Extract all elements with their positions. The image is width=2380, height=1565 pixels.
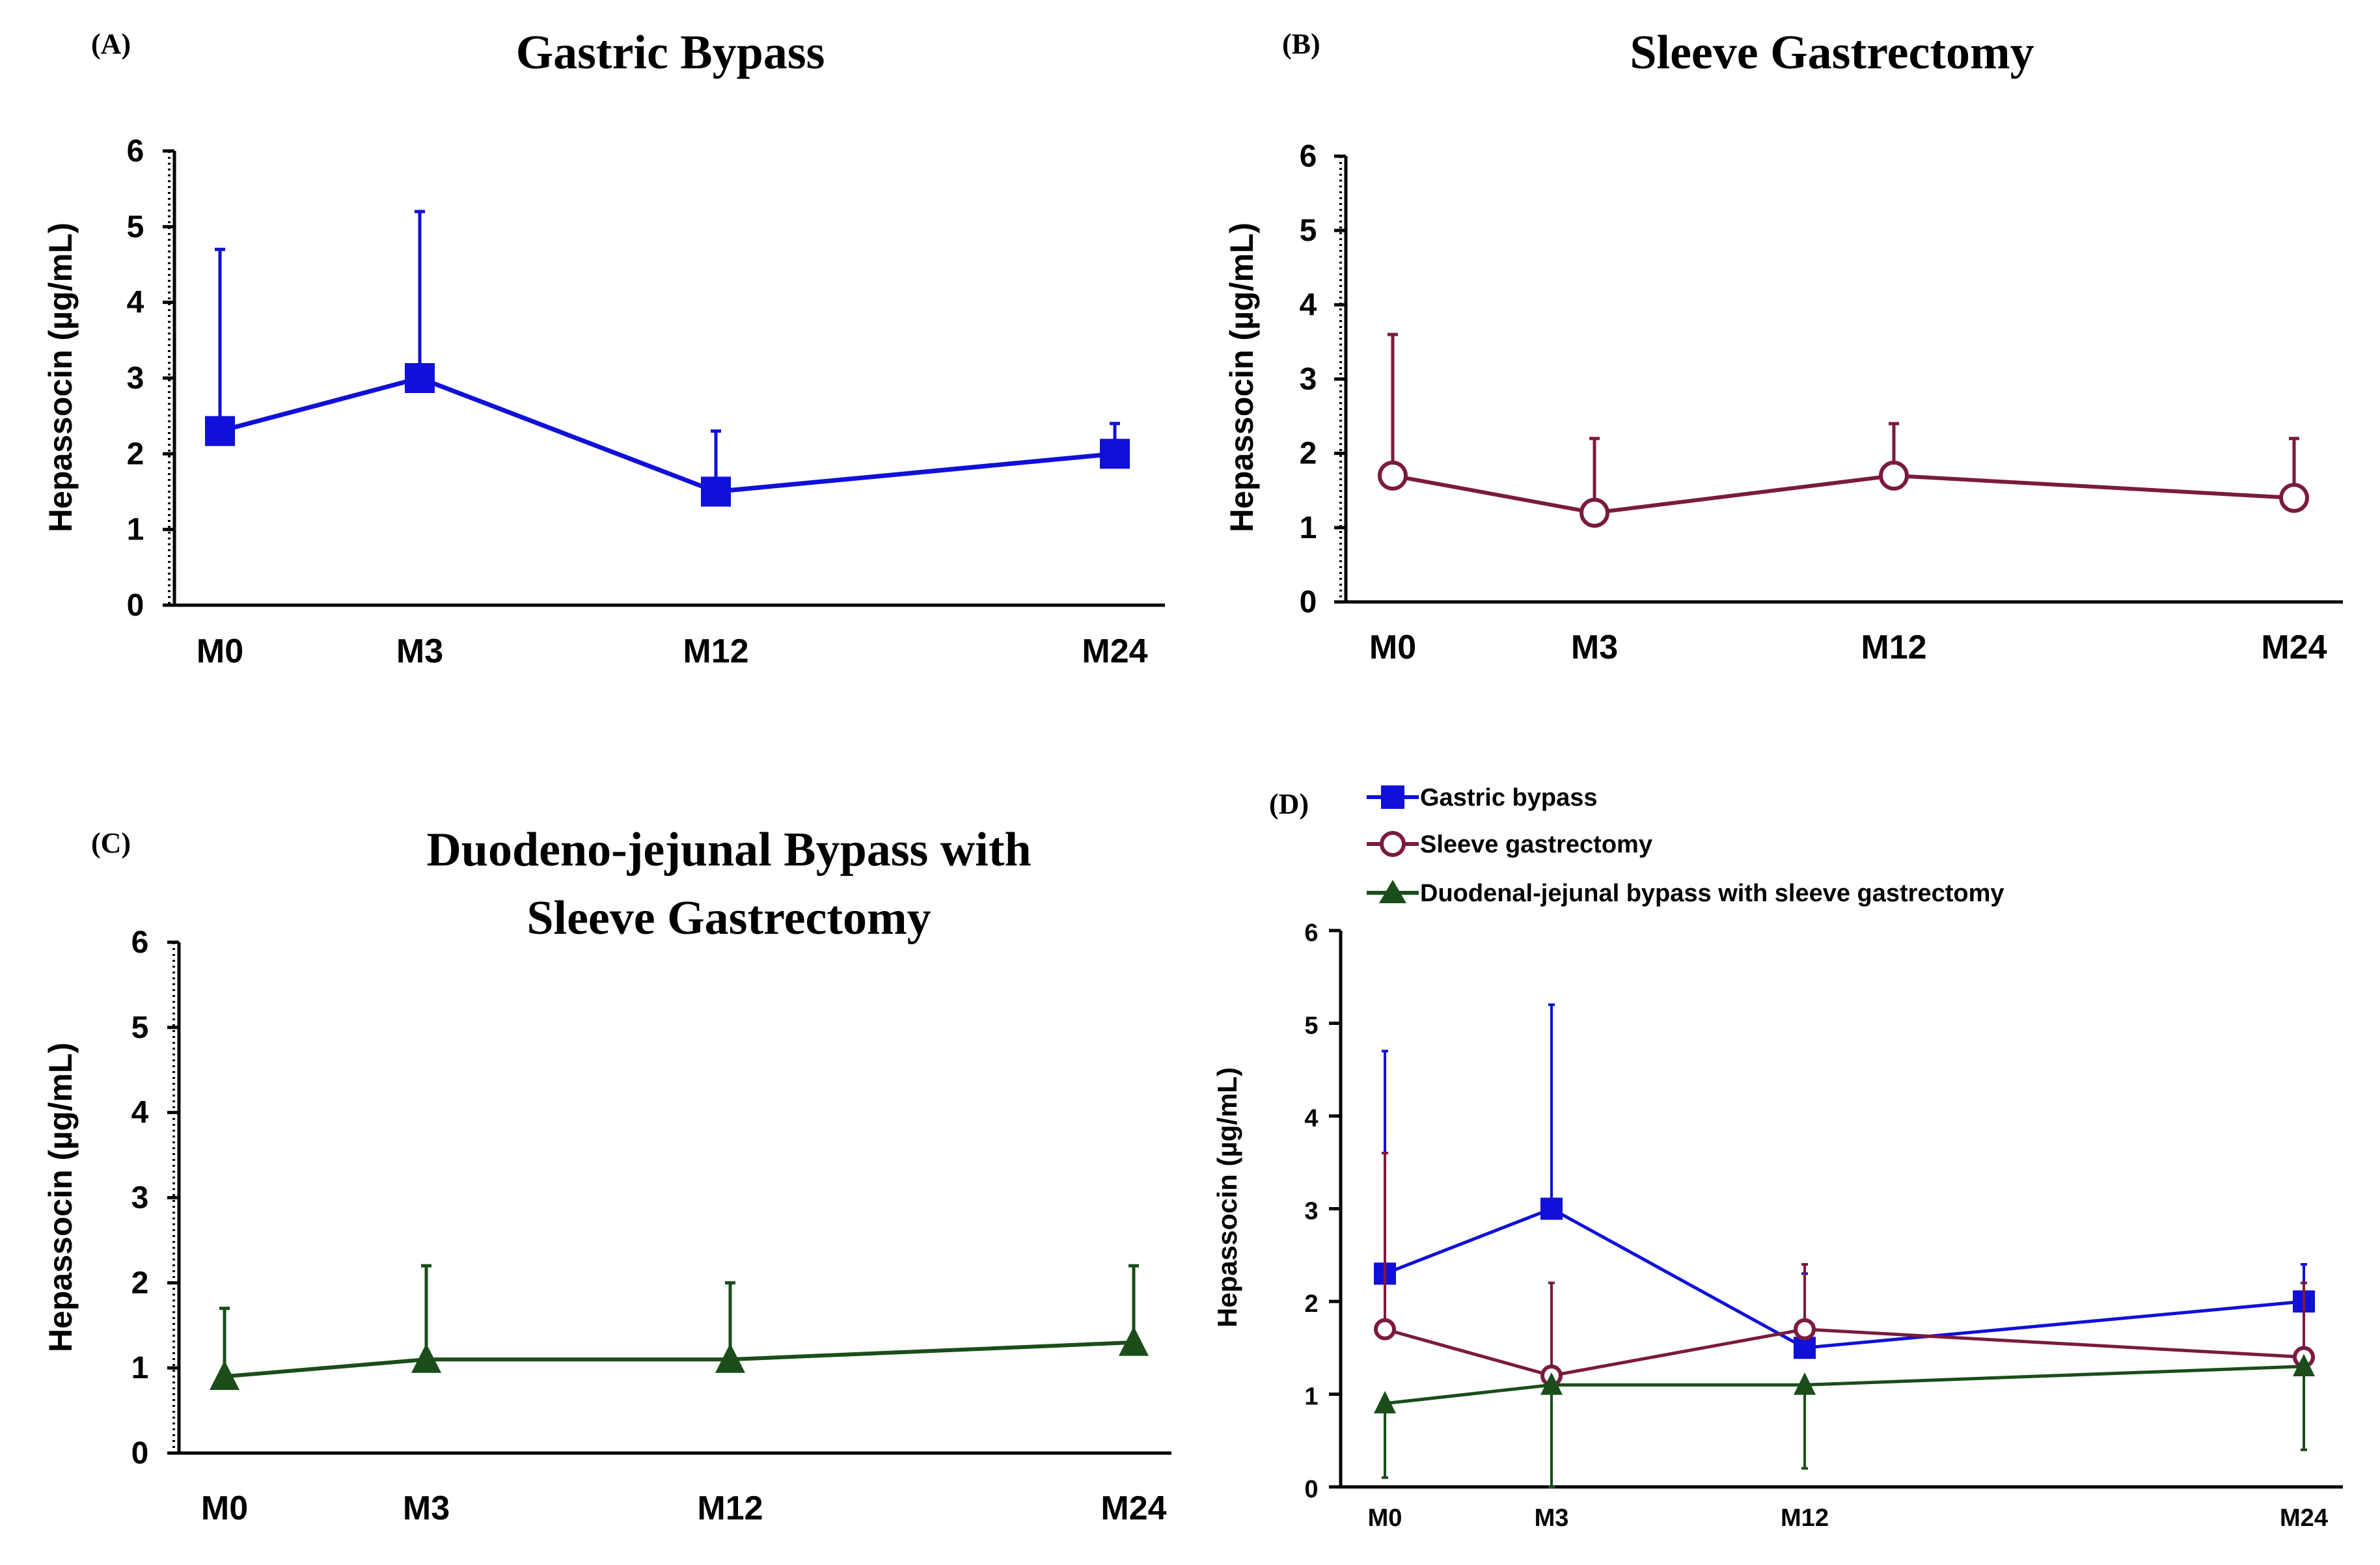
panel-b: (B) Sleeve Gastrectomy Hepassocin (µg/mL…	[1224, 26, 2343, 666]
legend-label-djb-sleeve: Duodenal-jejunal bypass with sleeve gast…	[1420, 880, 2004, 907]
series-line	[1384, 1206, 2305, 1350]
series-line	[219, 375, 1115, 495]
data-point	[1374, 1391, 1396, 1414]
data-point	[1879, 460, 1909, 491]
panel-c-title-line1: Duodeno-jejunal Bypass with	[426, 823, 1031, 877]
x-tick-label: M24	[2280, 1504, 2328, 1532]
y-tick-label: 4	[127, 286, 144, 320]
y-tick-label: 1	[127, 513, 144, 547]
panel-c-ylabel: Hepassocin (µg/mL)	[42, 1042, 79, 1352]
y-tick-label: 5	[127, 210, 144, 244]
y-tick-label: 6	[127, 134, 144, 169]
y-tick-label: 3	[127, 361, 144, 396]
panel-a: (A) Gastric Bypass Hepassocin (µg/mL) 0 1…	[42, 26, 1165, 670]
legend-label-sleeve-gastrectomy: Sleeve gastrectomy	[1420, 831, 1652, 858]
y-tick-label: 0	[131, 1436, 149, 1471]
panel-c-title-line2: Sleeve Gastrectomy	[527, 891, 931, 945]
y-tick-label: 0	[1304, 1476, 1318, 1503]
y-tick-label: 5	[1300, 213, 1317, 248]
y-tick-label: 1	[131, 1351, 149, 1385]
x-tick-label: M12	[683, 633, 748, 670]
y-tick-label: 1	[1304, 1383, 1318, 1411]
panel-b-letter: (B)	[1282, 28, 1320, 60]
data-point	[701, 476, 731, 507]
y-tick-label: 5	[131, 1011, 149, 1045]
y-tick-label: 4	[1300, 288, 1317, 322]
series-line	[224, 1340, 1134, 1379]
y-tick-label: 3	[1300, 362, 1317, 397]
x-tick-label: M3	[396, 633, 443, 670]
panel-d-legend: Gastric bypass Sleeve gastrectomy Duoden…	[1367, 784, 2004, 907]
data-point	[2293, 1354, 2315, 1377]
panel-b-ylabel: Hepassocin (µg/mL)	[1224, 223, 1260, 532]
data-point	[1794, 1372, 1816, 1395]
panel-d-letter: (D)	[1269, 788, 1309, 820]
x-tick-label: M24	[2261, 629, 2327, 666]
panel-d-ylabel: Hepassocin (µg/mL)	[1212, 1067, 1242, 1327]
data-point	[1119, 1326, 1149, 1356]
legend-circle-marker	[1380, 831, 1406, 857]
x-tick-label: M12	[1781, 1504, 1829, 1532]
data-point	[1374, 1318, 1396, 1340]
series-line	[1392, 473, 2295, 515]
legend-label-gastric-bypass: Gastric bypass	[1420, 784, 1597, 811]
panel-a-ylabel: Hepassocin (µg/mL)	[42, 223, 79, 532]
y-tick-label: 2	[127, 437, 144, 471]
y-tick-label: 3	[1304, 1198, 1318, 1225]
y-tick-label: 4	[131, 1096, 149, 1130]
data-point	[715, 1343, 745, 1373]
data-point	[1794, 1318, 1816, 1340]
x-tick-label: M0	[1369, 629, 1416, 666]
y-tick-label: 3	[131, 1181, 149, 1216]
panel-c-plot: 0 1 2 3 4 5 6 M0 M3 M12 M24	[131, 925, 1171, 1527]
data-point	[411, 1343, 441, 1373]
data-point	[1100, 439, 1130, 469]
data-point	[1378, 460, 1408, 491]
panel-b-plot: 0 1 2 3 4 5 6 M0 M3 M12 M24	[1300, 139, 2343, 666]
data-point	[1540, 1197, 1563, 1220]
x-tick-label: M0	[1368, 1504, 1402, 1532]
y-tick-label: 6	[131, 925, 149, 960]
panel-a-letter: (A)	[91, 28, 131, 60]
data-point	[1794, 1337, 1816, 1359]
x-tick-label: M3	[1535, 1504, 1569, 1532]
data-point	[1580, 498, 1609, 528]
x-tick-label: M24	[1101, 1490, 1166, 1527]
x-tick-label: M3	[1571, 629, 1618, 666]
panel-c: (C) Duodeno-jejunal Bypass with Sleeve G…	[42, 823, 1171, 1527]
data-point	[1540, 1372, 1563, 1395]
data-point	[210, 1360, 239, 1390]
panel-b-title: Sleeve Gastrectomy	[1630, 26, 2034, 79]
y-tick-label: 2	[131, 1266, 149, 1300]
legend-triangle-marker	[1379, 880, 1406, 903]
y-tick-label: 2	[1300, 437, 1317, 471]
legend-square-marker	[1381, 785, 1404, 809]
series-line	[1384, 1327, 2305, 1378]
x-tick-label: M24	[1082, 633, 1147, 670]
y-tick-label: 0	[1300, 585, 1317, 619]
y-tick-label: 6	[1304, 919, 1318, 947]
panel-a-plot: 0 1 2 3 4 5 6 M0 M3 M12 M24	[127, 134, 1165, 670]
data-point	[2279, 483, 2309, 513]
panel-a-title: Gastric Bypass	[516, 26, 825, 79]
x-tick-label: M3	[403, 1490, 450, 1527]
x-tick-label: M12	[1861, 629, 1926, 666]
x-tick-label: M0	[201, 1490, 248, 1527]
x-tick-label: M0	[197, 633, 243, 670]
y-tick-label: 6	[1300, 139, 1317, 174]
panel-c-letter: (C)	[91, 827, 131, 859]
y-tick-label: 5	[1304, 1013, 1318, 1040]
y-tick-label: 0	[127, 588, 144, 623]
data-point	[405, 363, 435, 393]
panel-d-plot: 0 1 2 3 4 5 6 M0 M3 M12 M24	[1304, 919, 2343, 1532]
y-tick-label: 1	[1300, 511, 1317, 545]
x-tick-label: M12	[697, 1490, 763, 1527]
data-point	[205, 416, 235, 446]
panel-d: (D) Hepassocin (µg/mL) Gastric bypass Sl…	[1212, 784, 2343, 1532]
y-tick-label: 4	[1304, 1105, 1318, 1132]
series-line	[1384, 1365, 2305, 1406]
y-tick-label: 2	[1304, 1290, 1318, 1318]
